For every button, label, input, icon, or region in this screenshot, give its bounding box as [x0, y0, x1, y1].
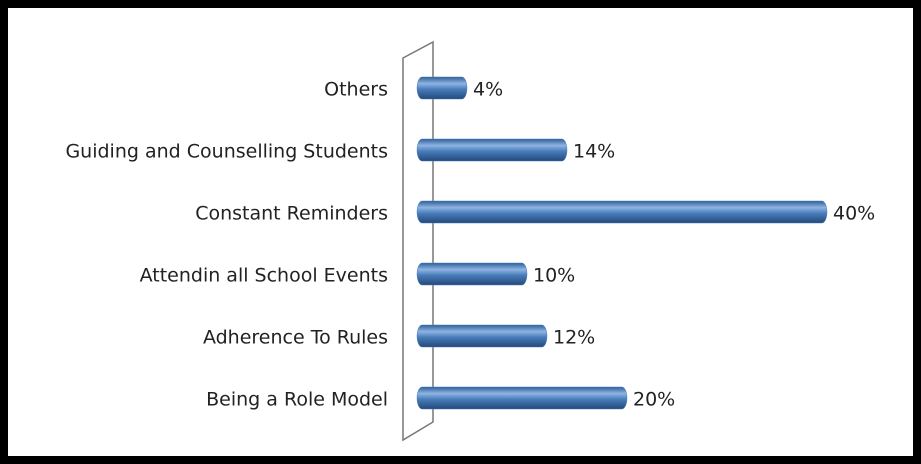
value-label: 4% [473, 79, 503, 101]
category-label: Constant Reminders [195, 203, 388, 225]
value-label: 40% [833, 203, 875, 225]
category-label: Others [324, 79, 388, 101]
value-label: 20% [633, 389, 675, 411]
category-label: Guiding and Counselling Students [65, 141, 388, 163]
category-label: Attendin all School Events [140, 265, 388, 287]
category-label: Adherence To Rules [203, 327, 388, 349]
bar [416, 386, 628, 410]
bar [416, 76, 468, 100]
category-label: Being a Role Model [206, 389, 388, 411]
back-wall [402, 40, 434, 442]
value-label: 12% [553, 327, 595, 349]
bar [416, 262, 528, 286]
bar [416, 324, 548, 348]
bar [416, 138, 568, 162]
value-label: 14% [573, 141, 615, 163]
bar [416, 200, 828, 224]
value-label: 10% [533, 265, 575, 287]
